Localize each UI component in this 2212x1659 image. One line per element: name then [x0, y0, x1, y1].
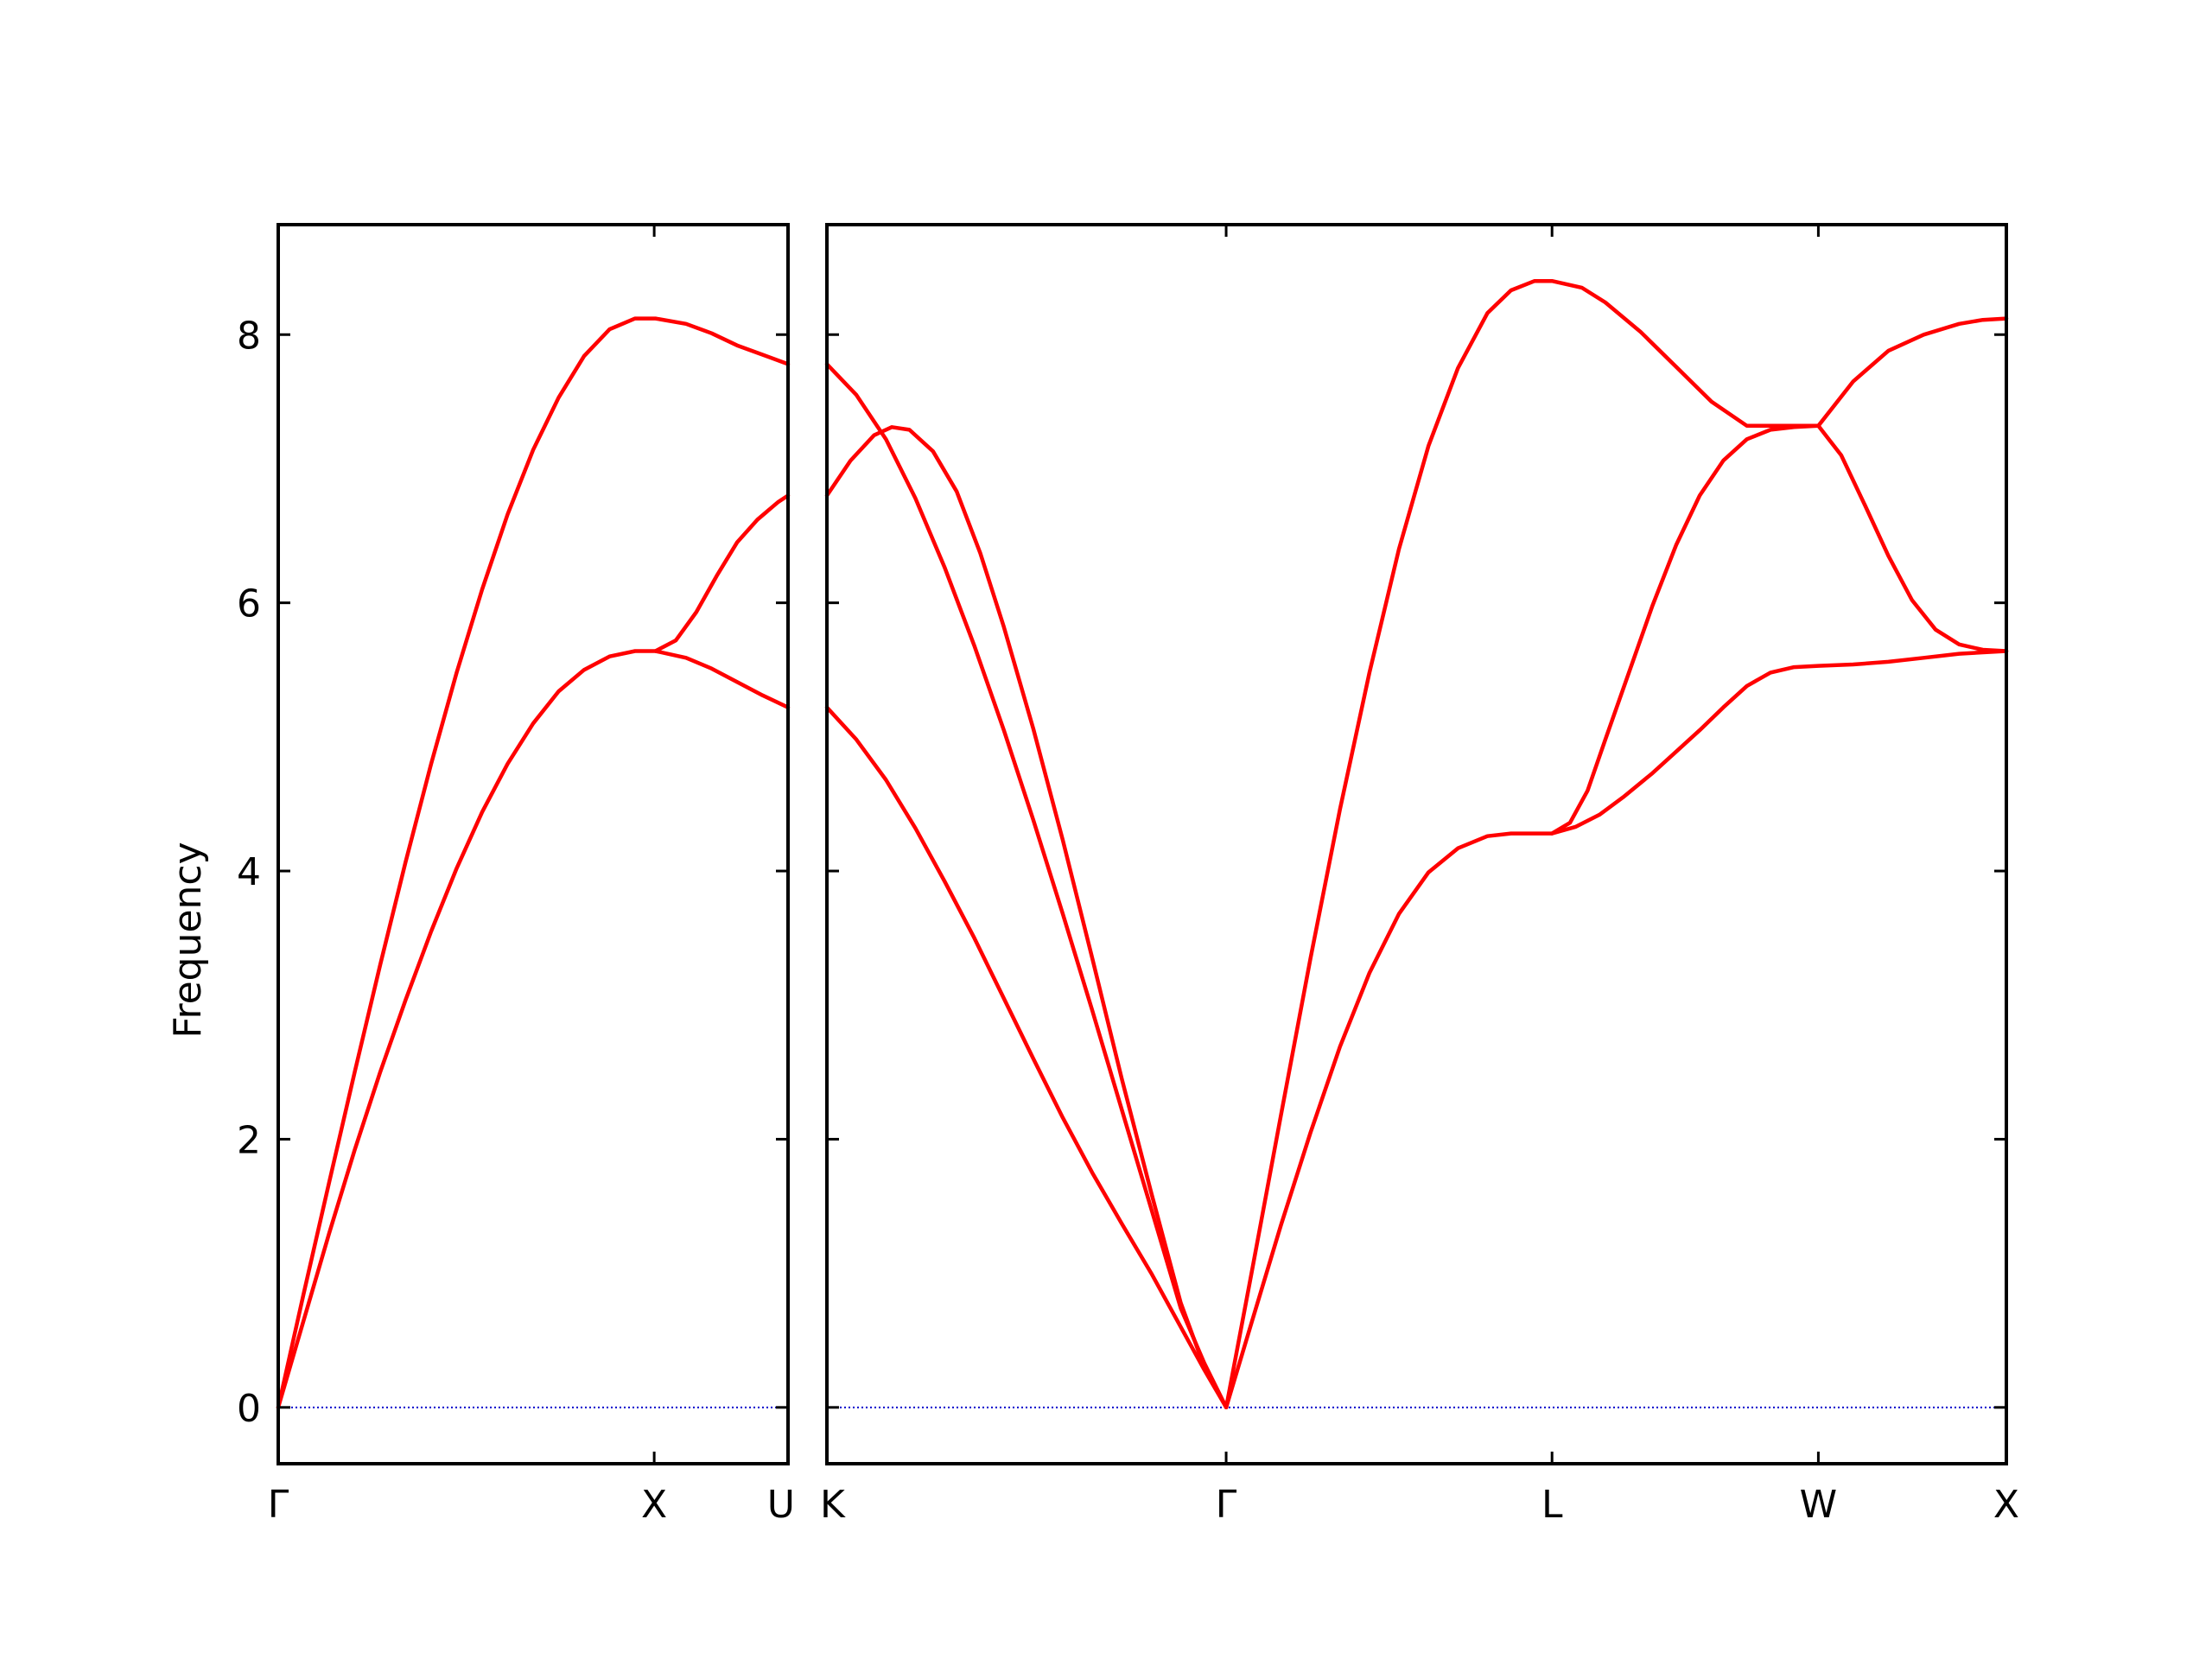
band-line-2 — [276, 649, 791, 1410]
band-line-3 — [653, 493, 791, 653]
band-line-1 — [824, 362, 1229, 1410]
y-tick-labels: 0 2 4 6 8 — [237, 314, 261, 1431]
band-line-4 — [1224, 278, 2009, 1410]
y-tick-label: 6 — [237, 582, 261, 626]
y-tick-label: 0 — [237, 1387, 261, 1431]
x-tick-label: Γ — [268, 1483, 289, 1527]
bands-left — [276, 316, 791, 1410]
band-line-6 — [1549, 649, 2009, 836]
x-tick-label: W — [1800, 1483, 1838, 1527]
y-tick-label: 8 — [237, 314, 261, 358]
band-line-5 — [1224, 423, 2009, 1410]
x-tick-label: L — [1541, 1483, 1563, 1527]
x-tick-label: X — [641, 1483, 667, 1527]
y-axis-title: Frequency — [166, 842, 210, 1038]
y-tick-label: 4 — [237, 850, 261, 894]
x-tick-label: Γ — [1216, 1483, 1237, 1527]
band-line-1 — [276, 316, 791, 1410]
x-tick-label: K — [820, 1483, 846, 1527]
plot-frame-right — [825, 223, 2008, 1465]
band-line-3 — [824, 705, 1229, 1410]
x-tick-label: X — [1993, 1483, 2019, 1527]
plot-frame-left — [276, 223, 790, 1465]
y-tick-label: 2 — [237, 1118, 261, 1162]
band-line-2 — [824, 425, 1229, 1410]
x-tick-label: U — [767, 1483, 795, 1527]
bands-right — [824, 278, 2009, 1410]
